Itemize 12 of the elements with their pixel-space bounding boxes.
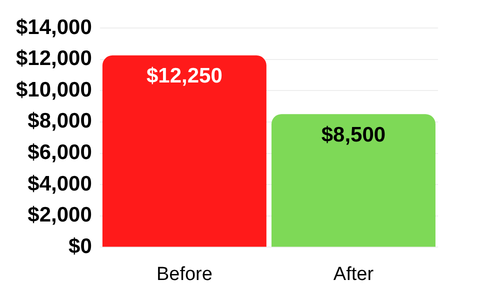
y-tick-label: $8,000 bbox=[28, 110, 92, 133]
y-tick-label: $0 bbox=[68, 234, 92, 258]
y-tick-label: $12,000 bbox=[16, 47, 92, 70]
x-tick-label: After bbox=[333, 264, 374, 285]
y-tick-label: $2,000 bbox=[28, 204, 92, 227]
x-tick-label: Before bbox=[156, 264, 212, 285]
y-tick-label: $14,000 bbox=[16, 16, 92, 39]
y-tick-label: $6,000 bbox=[28, 141, 92, 164]
data-label: $8,500 bbox=[321, 123, 386, 146]
y-tick-label: $10,000 bbox=[16, 78, 92, 102]
y-tick-label: $4,000 bbox=[28, 172, 92, 196]
data-label: $12,250 bbox=[146, 64, 222, 88]
